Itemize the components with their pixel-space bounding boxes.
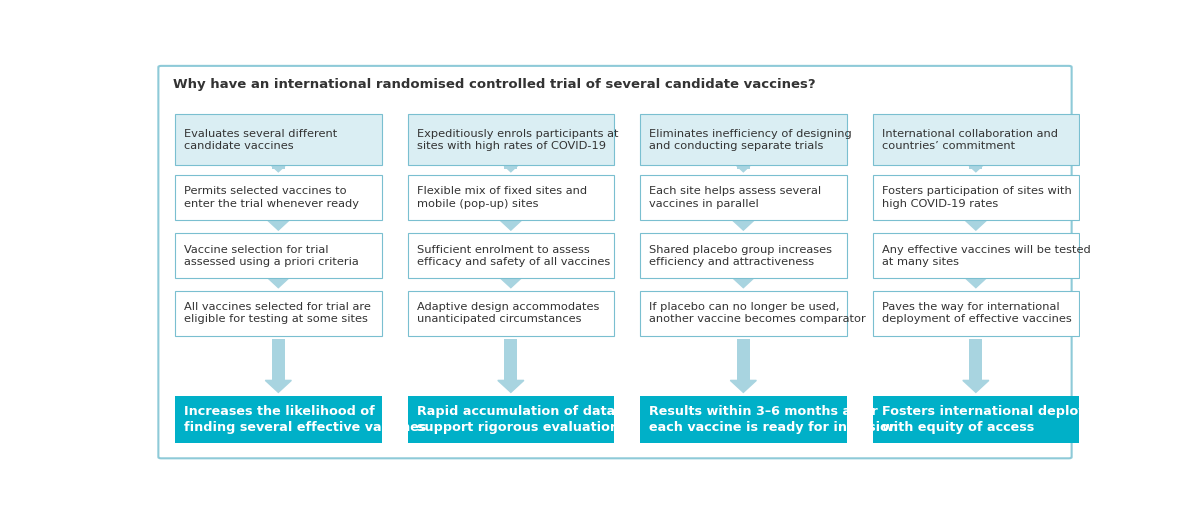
Polygon shape — [265, 380, 292, 392]
Bar — [737, 160, 750, 169]
Bar — [737, 276, 750, 281]
Polygon shape — [265, 276, 292, 288]
Text: Expeditiously enrols participants at
sites with high rates of COVID-19: Expeditiously enrols participants at sit… — [416, 129, 618, 151]
Bar — [408, 291, 614, 336]
Text: Adaptive design accommodates
unanticipated circumstances: Adaptive design accommodates unanticipat… — [416, 302, 599, 324]
Bar — [737, 339, 750, 380]
Text: Sufficient enrolment to assess
efficacy and safety of all vaccines: Sufficient enrolment to assess efficacy … — [416, 244, 610, 267]
Bar — [640, 395, 846, 443]
Text: Paves the way for international
deployment of effective vaccines: Paves the way for international deployme… — [882, 302, 1072, 324]
Bar — [408, 114, 614, 166]
Text: International collaboration and
countries’ commitment: International collaboration and countrie… — [882, 129, 1058, 151]
Bar — [408, 395, 614, 443]
Bar — [640, 234, 846, 278]
Polygon shape — [498, 218, 524, 230]
Text: Any effective vaccines will be tested
at many sites: Any effective vaccines will be tested at… — [882, 244, 1091, 267]
Bar — [272, 339, 284, 380]
Text: Increases the likelihood of
finding several effective vaccines: Increases the likelihood of finding seve… — [185, 405, 427, 434]
Text: Each site helps assess several
vaccines in parallel: Each site helps assess several vaccines … — [649, 186, 822, 209]
Bar — [175, 114, 382, 166]
Bar — [970, 339, 983, 380]
Polygon shape — [731, 160, 756, 172]
Bar — [175, 291, 382, 336]
Bar — [970, 160, 983, 169]
Text: If placebo can no longer be used,
another vaccine becomes comparator: If placebo can no longer be used, anothe… — [649, 302, 866, 324]
Bar — [872, 175, 1079, 220]
Text: Fosters participation of sites with
high COVID-19 rates: Fosters participation of sites with high… — [882, 186, 1072, 209]
Text: Vaccine selection for trial
assessed using a priori criteria: Vaccine selection for trial assessed usi… — [185, 244, 359, 267]
Bar — [970, 218, 983, 223]
Bar — [175, 175, 382, 220]
Bar — [504, 160, 517, 169]
Polygon shape — [265, 160, 292, 172]
Bar — [272, 276, 284, 281]
Bar — [504, 218, 517, 223]
Polygon shape — [498, 160, 524, 172]
Polygon shape — [731, 218, 756, 230]
Bar — [872, 234, 1079, 278]
Polygon shape — [498, 380, 524, 392]
Polygon shape — [962, 276, 989, 288]
Bar — [640, 114, 846, 166]
Bar — [272, 160, 284, 169]
Text: Rapid accumulation of data to
support rigorous evaluation: Rapid accumulation of data to support ri… — [416, 405, 635, 434]
Bar — [272, 218, 284, 223]
Bar — [640, 175, 846, 220]
Polygon shape — [962, 380, 989, 392]
Text: Results within 3–6 months after
each vaccine is ready for inclusion: Results within 3–6 months after each vac… — [649, 405, 899, 434]
Bar — [737, 218, 750, 223]
Bar — [408, 175, 614, 220]
Text: All vaccines selected for trial are
eligible for testing at some sites: All vaccines selected for trial are elig… — [185, 302, 371, 324]
Polygon shape — [731, 380, 756, 392]
Bar — [408, 234, 614, 278]
Bar — [970, 276, 983, 281]
Text: Evaluates several different
candidate vaccines: Evaluates several different candidate va… — [185, 129, 337, 151]
Polygon shape — [962, 218, 989, 230]
Bar — [504, 339, 517, 380]
Bar — [504, 276, 517, 281]
Bar — [872, 291, 1079, 336]
Text: Flexible mix of fixed sites and
mobile (pop-up) sites: Flexible mix of fixed sites and mobile (… — [416, 186, 587, 209]
FancyBboxPatch shape — [158, 66, 1072, 458]
Bar — [872, 395, 1079, 443]
Polygon shape — [498, 276, 524, 288]
Polygon shape — [265, 218, 292, 230]
Bar — [175, 234, 382, 278]
Text: Fosters international deployment
with equity of access: Fosters international deployment with eq… — [882, 405, 1123, 434]
Polygon shape — [731, 276, 756, 288]
Polygon shape — [962, 160, 989, 172]
Bar — [175, 395, 382, 443]
Bar — [640, 291, 846, 336]
Text: Eliminates inefficiency of designing
and conducting separate trials: Eliminates inefficiency of designing and… — [649, 129, 852, 151]
Text: Shared placebo group increases
efficiency and attractiveness: Shared placebo group increases efficienc… — [649, 244, 833, 267]
Text: Permits selected vaccines to
enter the trial whenever ready: Permits selected vaccines to enter the t… — [185, 186, 360, 209]
Text: Why have an international randomised controlled trial of several candidate vacci: Why have an international randomised con… — [173, 78, 816, 91]
Bar — [872, 114, 1079, 166]
